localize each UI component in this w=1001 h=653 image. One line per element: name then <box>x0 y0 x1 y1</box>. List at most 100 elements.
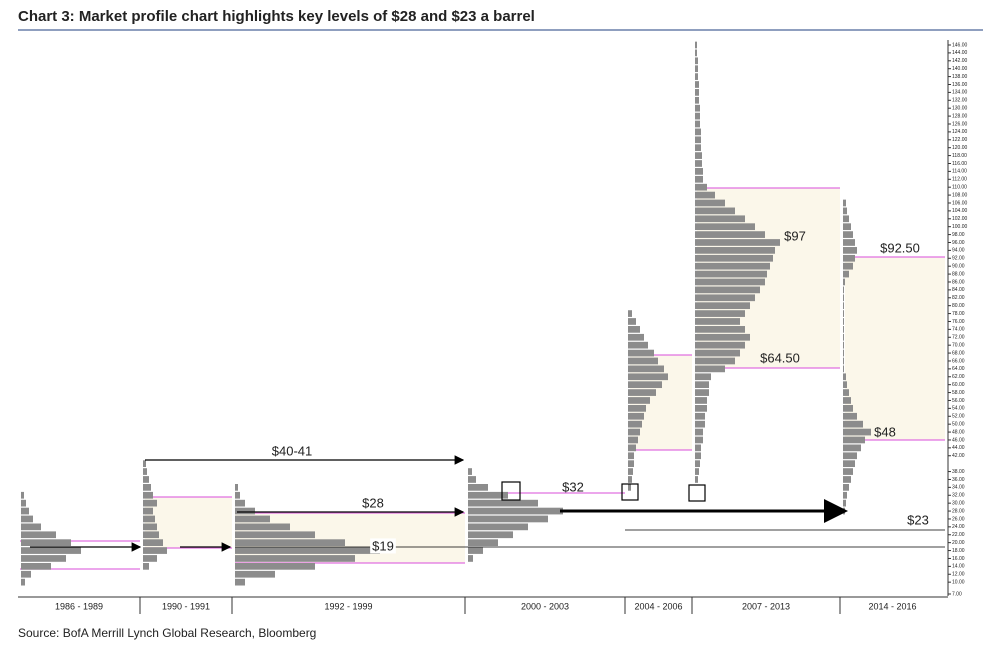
profile-bar <box>695 57 698 65</box>
profile-bar <box>695 357 735 365</box>
x-tick-label: 2004 - 2006 <box>634 601 682 611</box>
y-tick-label: 144.00 <box>952 50 968 56</box>
highlight-box <box>501 481 521 501</box>
profile-bar <box>235 531 315 539</box>
profile-bar <box>21 539 71 547</box>
profile-bar <box>843 491 847 499</box>
y-tick-label: 36.00 <box>952 477 965 483</box>
x-tick-label: 1990 - 1991 <box>162 601 210 611</box>
y-tick-label: 84.00 <box>952 287 965 293</box>
profile-bar <box>468 484 488 491</box>
profile-bar <box>235 515 270 523</box>
profile-bar <box>695 460 700 468</box>
profile-bar <box>21 507 29 515</box>
profile-bar <box>695 247 775 254</box>
profile-bar <box>843 444 861 452</box>
profile-bar <box>628 444 636 452</box>
y-tick-label: 96.00 <box>952 240 965 246</box>
profile-bar <box>843 318 844 325</box>
profile-bar <box>843 452 857 460</box>
x-tick-label: 2014 - 2016 <box>868 601 916 611</box>
profile-bar <box>843 262 853 270</box>
y-tick-label: 16.00 <box>952 556 965 562</box>
profile-bar <box>695 389 709 396</box>
profile-bar <box>143 468 147 475</box>
profile-bar <box>468 515 548 523</box>
profile-bar <box>143 507 153 515</box>
y-tick-label: 56.00 <box>952 398 965 404</box>
y-tick-label: 90.00 <box>952 264 965 270</box>
y-tick-label: 44.00 <box>952 445 965 451</box>
y-tick-label: 58.00 <box>952 390 965 396</box>
profile-bar <box>628 349 654 357</box>
profile-bar <box>235 523 290 531</box>
profile-bar <box>695 41 697 49</box>
profile-bar <box>695 168 703 175</box>
y-tick-label: 66.00 <box>952 358 965 364</box>
profile-bar <box>695 302 750 310</box>
profile-bar <box>843 239 855 246</box>
profile-bar <box>695 223 755 231</box>
x-tick-label: 2007 - 2013 <box>742 601 790 611</box>
y-tick-label: 72.00 <box>952 335 965 341</box>
annotation: $19 <box>372 538 394 553</box>
y-tick-label: 134.00 <box>952 90 968 96</box>
profile-bar <box>21 562 51 570</box>
profile-bar <box>695 215 745 223</box>
profile-bar <box>843 484 849 491</box>
y-tick-label: 70.00 <box>952 343 965 349</box>
y-tick-label: 86.00 <box>952 279 965 285</box>
y-tick-label: 142.00 <box>952 58 968 64</box>
profile-bar <box>695 349 740 357</box>
profile-bar <box>843 231 853 238</box>
value-area <box>845 257 945 440</box>
profile-bar <box>695 405 707 412</box>
profile-bar <box>628 310 632 317</box>
profile-bar <box>143 539 163 547</box>
profile-bar <box>143 491 153 499</box>
y-tick-label: 106.00 <box>952 200 968 206</box>
profile-bar <box>695 89 699 96</box>
profile-bar <box>843 373 846 381</box>
profile-bar <box>695 191 715 199</box>
profile-bar <box>143 555 157 562</box>
y-tick-label: 138.00 <box>952 74 968 80</box>
value-area <box>697 188 840 368</box>
profile-bar <box>468 468 472 475</box>
profile-bar <box>468 531 513 539</box>
y-tick-label: 108.00 <box>952 192 968 198</box>
profile-bar <box>695 318 740 325</box>
profile-bar <box>468 491 508 499</box>
profile-bar <box>143 562 149 570</box>
profile-bar <box>695 341 745 349</box>
y-tick-label: 80.00 <box>952 303 965 309</box>
y-tick-label: 60.00 <box>952 382 965 388</box>
profile-bar <box>628 397 650 404</box>
profile-bar <box>235 491 240 499</box>
annotation: $32 <box>562 479 584 494</box>
profile-bar <box>695 365 725 373</box>
profile-bar <box>695 96 699 104</box>
profile-bar <box>143 547 167 554</box>
profile-bar <box>843 412 857 420</box>
profile-bar <box>695 420 705 428</box>
y-tick-label: 88.00 <box>952 271 965 277</box>
profile-bar <box>843 405 853 412</box>
y-tick-label: 34.00 <box>952 485 965 491</box>
y-tick-label: 14.00 <box>952 564 965 570</box>
y-tick-label: 116.00 <box>952 161 967 167</box>
y-tick-label: 7.00 <box>952 591 962 597</box>
profile-bar <box>628 389 656 396</box>
y-tick-label: 62.00 <box>952 374 965 380</box>
profile-bar <box>695 160 702 167</box>
y-tick-label: 28.00 <box>952 508 965 514</box>
profile-bar <box>843 428 871 436</box>
profile-bar <box>21 491 24 499</box>
profile-bar <box>628 484 631 491</box>
y-tick-label: 54.00 <box>952 406 965 412</box>
y-tick-label: 146.00 <box>952 42 968 48</box>
profile-bar <box>843 215 849 223</box>
profile-bar <box>843 326 844 333</box>
profile-bar <box>843 247 857 254</box>
y-tick-label: 126.00 <box>952 121 968 127</box>
